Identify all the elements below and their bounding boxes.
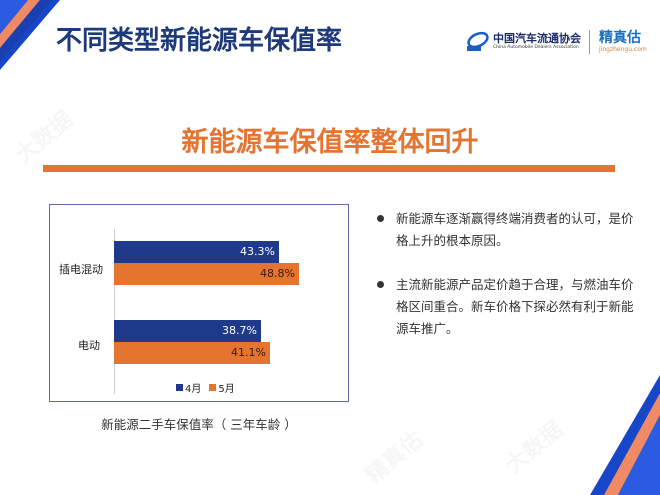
bullet-dot-icon xyxy=(377,281,384,288)
legend-swatch-icon xyxy=(209,384,217,391)
legend-label: 5月 xyxy=(218,384,235,395)
corner-stripe-decoration xyxy=(0,0,60,70)
watermark: 精真估 xyxy=(357,423,428,490)
logo-divider xyxy=(589,30,590,54)
legend-item-may: 5月 xyxy=(209,380,235,395)
section-divider xyxy=(43,165,615,172)
association-name-en: China Automobile Dealers Association xyxy=(493,45,579,50)
chart-legend: 4月 5月 xyxy=(176,380,243,395)
corner-stripe-decoration xyxy=(590,375,660,495)
caada-logo-icon xyxy=(467,31,489,51)
bullet-text: 新能源车逐渐赢得终端消费者的认可，是价格上升的根本原因。 xyxy=(396,211,634,248)
bar-value-label: 41.1% xyxy=(231,346,266,359)
header-logos: 中国汽车流通协会 China Automobile Dealers Associ… xyxy=(464,24,660,60)
bullet-text: 主流新能源产品定价趋于合理，与燃油车价格区间重合。新车价格下探必然有利于新能源车… xyxy=(396,277,634,336)
bar-chart: 插电混动 电动 43.3% 48.8% 38.7% 41.1% 4月 5月 xyxy=(49,204,349,402)
bar-phev-april: 43.3% xyxy=(114,241,279,263)
bullet-dot-icon xyxy=(377,215,384,222)
slide-title: 不同类型新能源车保值率 xyxy=(56,26,343,56)
bullet-list: 新能源车逐渐赢得终端消费者的认可，是价格上升的根本原因。 主流新能源产品定价趋于… xyxy=(372,208,642,362)
category-label-ev: 电动 xyxy=(78,339,100,352)
bullet-item: 主流新能源产品定价趋于合理，与燃油车价格区间重合。新车价格下探必然有利于新能源车… xyxy=(372,274,642,340)
brand-url: jingzhengu.com xyxy=(599,45,647,53)
category-label-phev: 插电混动 xyxy=(59,263,103,276)
bar-ev-may: 41.1% xyxy=(114,342,270,364)
legend-item-april: 4月 xyxy=(176,380,201,395)
bar-value-label: 38.7% xyxy=(222,324,257,337)
bar-phev-may: 48.8% xyxy=(114,263,299,285)
category-axis xyxy=(114,229,115,394)
bullet-item: 新能源车逐渐赢得终端消费者的认可，是价格上升的根本原因。 xyxy=(372,208,642,252)
brand-name: 精真估 xyxy=(599,29,641,46)
watermark: 大数据 xyxy=(497,413,568,480)
bar-value-label: 43.3% xyxy=(240,245,275,258)
bar-ev-april: 38.7% xyxy=(114,320,261,342)
association-name-cn: 中国汽车流通协会 xyxy=(493,32,581,45)
chart-caption: 新能源二手车保值率（ 三年车龄 ） xyxy=(101,417,297,432)
bar-value-label: 48.8% xyxy=(260,267,295,280)
section-title: 新能源车保值率整体回升 xyxy=(181,127,479,158)
legend-swatch-icon xyxy=(176,384,183,391)
legend-label: 4月 xyxy=(185,384,202,395)
